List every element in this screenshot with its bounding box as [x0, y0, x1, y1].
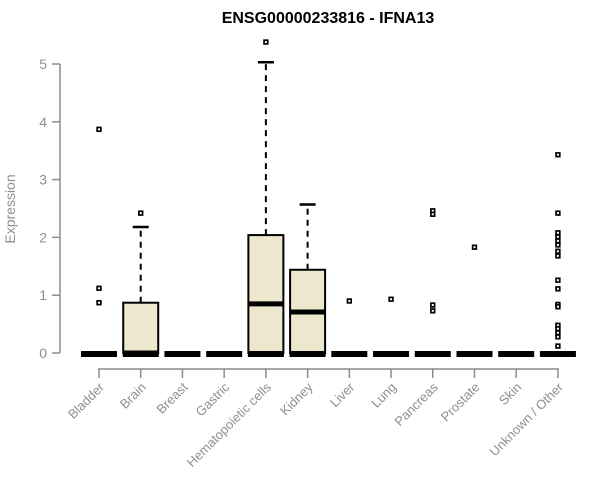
zero-bar-prostate	[456, 351, 493, 357]
y-tick-label: 2	[39, 229, 47, 245]
outlier-point-center-unknown-other	[556, 212, 559, 215]
outlier-point-center-unknown-other	[556, 345, 559, 348]
outlier-point-center-unknown-other	[556, 335, 559, 338]
outlier-point-center-unknown-other	[556, 254, 559, 257]
outlier-point-center-unknown-other	[556, 239, 559, 242]
zero-bar-hematopoietic-cells	[247, 351, 284, 357]
outlier-point-center-unknown-other	[556, 235, 559, 238]
y-tick-label: 4	[39, 114, 47, 130]
y-tick-label: 5	[39, 56, 47, 72]
outlier-point-center-brain	[139, 212, 142, 215]
outlier-point-center-pancreas	[431, 309, 434, 312]
zero-bar-bladder	[81, 351, 117, 357]
x-tick-label-unknown-other: Unknown / Other	[486, 379, 566, 459]
outlier-point-center-unknown-other	[556, 331, 559, 334]
outlier-point-center-pancreas	[431, 304, 434, 307]
outlier-point-center-pancreas	[431, 213, 434, 216]
outlier-point-center-unknown-other	[556, 279, 559, 282]
x-tick-label-lung: Lung	[368, 380, 399, 411]
outlier-point-center-bladder	[98, 287, 100, 290]
zero-bar-brain	[122, 351, 159, 357]
outlier-point-center-unknown-other	[556, 231, 559, 234]
zero-bar-lung	[373, 351, 410, 357]
zero-bar-skin	[498, 351, 535, 357]
outlier-point-center-liver	[348, 299, 351, 302]
y-tick-label: 1	[39, 287, 47, 303]
zero-bar-unknown-other	[539, 351, 576, 357]
outlier-point-center-lung	[390, 298, 393, 301]
chart-title: ENSG00000233816 - IFNA13	[222, 10, 435, 27]
outlier-point-center-unknown-other	[556, 250, 559, 253]
x-tick-label-gastric: Gastric	[193, 379, 233, 419]
outlier-point-center-unknown-other	[556, 327, 559, 330]
outlier-point-center-unknown-other	[556, 324, 559, 327]
x-tick-label-breast: Breast	[153, 379, 190, 416]
outlier-point-center-unknown-other	[556, 243, 559, 246]
outlier-point-center-unknown-other	[556, 287, 559, 290]
y-tick-label: 3	[39, 172, 47, 188]
outlier-point-center-unknown-other	[556, 153, 559, 156]
outlier-point-center-hematopoietic-cells	[264, 41, 267, 44]
x-tick-label-pancreas: Pancreas	[391, 379, 441, 429]
boxplot-box-hematopoietic-cells	[247, 234, 285, 354]
y-tick-label: 0	[39, 345, 47, 361]
zero-bar-liver	[331, 351, 368, 357]
x-tick-label-liver: Liver	[327, 379, 358, 410]
outlier-point-center-pancreas	[431, 209, 434, 212]
x-tick-label-bladder: Bladder	[65, 379, 108, 422]
x-tick-label-brain: Brain	[117, 380, 149, 412]
x-tick-label-skin: Skin	[496, 380, 524, 408]
zero-bar-gastric	[206, 351, 243, 357]
zero-bar-pancreas	[414, 351, 451, 357]
outlier-point-center-prostate	[473, 246, 476, 249]
outlier-point-center-unknown-other	[556, 305, 559, 308]
y-axis-label: Expression	[2, 174, 18, 243]
zero-bar-breast	[164, 351, 201, 357]
zero-bar-kidney	[289, 351, 326, 357]
x-tick-label-kidney: Kidney	[277, 379, 316, 418]
x-tick-label-prostate: Prostate	[438, 380, 483, 425]
outlier-point-center-bladder	[98, 128, 100, 131]
outlier-point-center-bladder	[98, 301, 100, 304]
boxplot-box-brain	[122, 301, 160, 354]
